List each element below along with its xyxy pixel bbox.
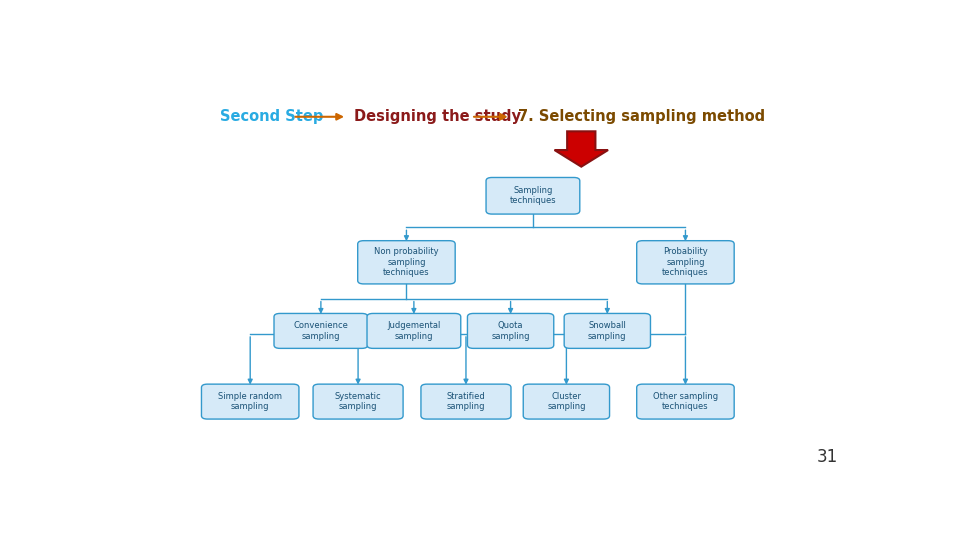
FancyBboxPatch shape — [523, 384, 610, 419]
FancyBboxPatch shape — [202, 384, 299, 419]
Text: Quota
sampling: Quota sampling — [492, 321, 530, 341]
Text: Probability
sampling
techniques: Probability sampling techniques — [662, 247, 708, 277]
FancyBboxPatch shape — [367, 313, 461, 348]
FancyBboxPatch shape — [358, 241, 455, 284]
FancyBboxPatch shape — [564, 313, 651, 348]
Text: Judgemental
sampling: Judgemental sampling — [387, 321, 441, 341]
Text: Stratified
sampling: Stratified sampling — [446, 392, 486, 411]
Text: Non probability
sampling
techniques: Non probability sampling techniques — [374, 247, 439, 277]
FancyBboxPatch shape — [468, 313, 554, 348]
Text: 7. Selecting sampling method: 7. Selecting sampling method — [518, 109, 765, 124]
Text: Convenience
sampling: Convenience sampling — [294, 321, 348, 341]
Text: Sampling
techniques: Sampling techniques — [510, 186, 556, 206]
FancyBboxPatch shape — [636, 384, 734, 419]
FancyBboxPatch shape — [313, 384, 403, 419]
FancyBboxPatch shape — [486, 178, 580, 214]
FancyBboxPatch shape — [274, 313, 368, 348]
Text: Snowball
sampling: Snowball sampling — [588, 321, 627, 341]
Polygon shape — [555, 131, 608, 167]
Text: 31: 31 — [817, 448, 838, 466]
Text: Other sampling
techniques: Other sampling techniques — [653, 392, 718, 411]
Text: Systematic
sampling: Systematic sampling — [335, 392, 381, 411]
Text: Second Step: Second Step — [221, 109, 324, 124]
Text: Cluster
sampling: Cluster sampling — [547, 392, 586, 411]
Text: Simple random
sampling: Simple random sampling — [218, 392, 282, 411]
Text: Designing the study: Designing the study — [354, 109, 521, 124]
FancyBboxPatch shape — [420, 384, 511, 419]
FancyBboxPatch shape — [636, 241, 734, 284]
